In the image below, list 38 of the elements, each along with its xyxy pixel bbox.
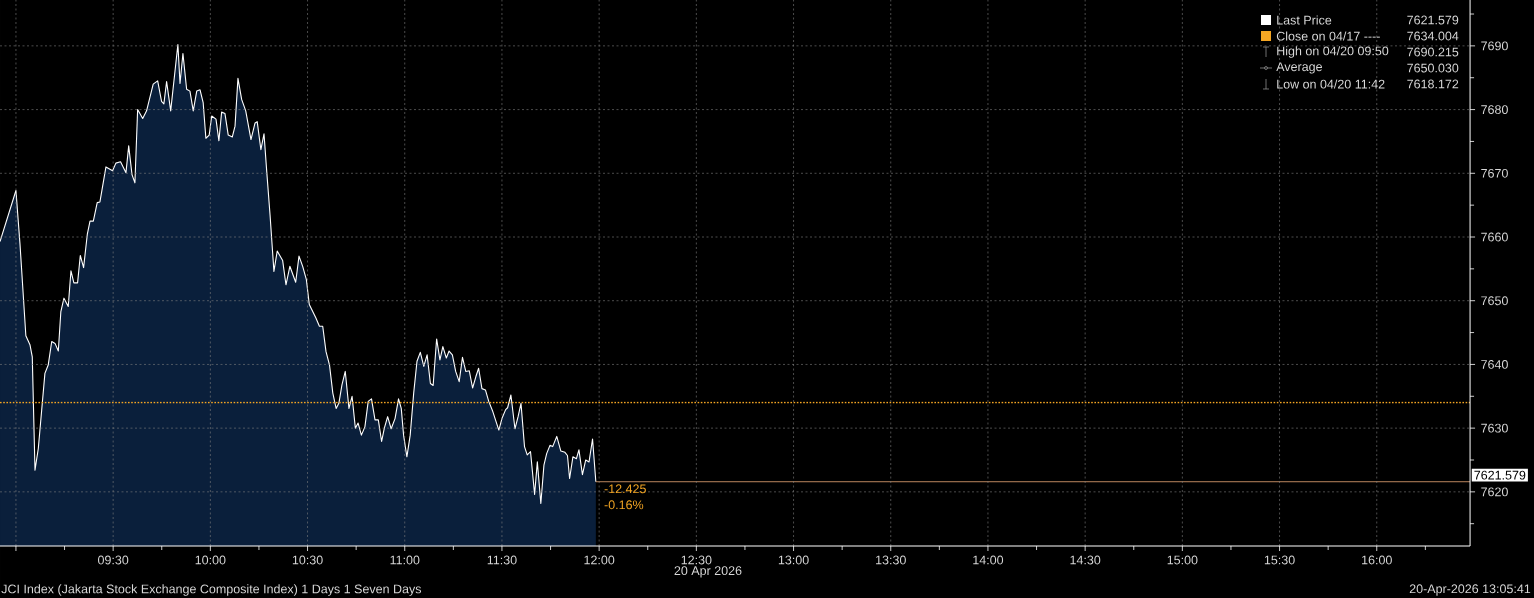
y-tick-label: 7690: [1481, 41, 1508, 51]
y-tick-label: 7620: [1481, 487, 1508, 497]
y-tick-label: 7670: [1481, 168, 1508, 178]
legend-label: Close on 04/17 ----: [1276, 31, 1380, 41]
annotation: -12.425: [604, 484, 646, 494]
annotation: Low on 04/20 11:42: [1277, 79, 1385, 89]
text: 20-Apr-2026 13:05:41: [1409, 584, 1531, 596]
ref-line-label: 7621.579: [1474, 470, 1526, 480]
x-tick-label: 09:30: [97, 555, 129, 565]
x-tick-label: 10:00: [195, 555, 226, 565]
y-tick-label: 7680: [1481, 105, 1508, 115]
annotation: High on 04/20 09:50: [1277, 46, 1389, 58]
annotation: Average: [1276, 62, 1322, 74]
y-tick-label: 7640: [1481, 360, 1508, 369]
x-tick-label: 14:30: [1070, 555, 1101, 565]
x-tick-label: 14:00: [973, 555, 1004, 565]
legend-label: Last Price: [1277, 15, 1332, 25]
x-tick-label: 13:00: [778, 555, 809, 565]
x-tick-label: 16:00: [1362, 555, 1392, 565]
x-tick-label: 12:30: [681, 555, 712, 565]
annotation: 7650.030: [1407, 63, 1459, 73]
annotation: 7634.004: [1407, 31, 1459, 41]
x-axis-title: 20 Apr 2026: [674, 566, 742, 578]
x-tick-label: 15:00: [1167, 555, 1198, 565]
x-tick-label: 10:30: [292, 555, 323, 565]
y-tick-label: 7650: [1481, 296, 1508, 306]
annotation: 7621.579: [1407, 15, 1459, 25]
x-tick-label: 13:30: [876, 555, 906, 565]
x-tick-label: 12:00: [584, 555, 615, 565]
text: JCI Index (Jakarta Stock Exchange Composite Index) 1 Days 1 Seven Days: [1, 584, 422, 596]
annotation: 7618.172: [1407, 79, 1459, 89]
annotation: 7690.215: [1407, 47, 1459, 57]
annotation: -0.16%: [604, 500, 644, 510]
x-tick-label: 15:30: [1264, 555, 1295, 565]
y-tick-label: 7630: [1481, 423, 1508, 433]
x-tick-label: 11:30: [487, 555, 517, 565]
x-tick-label: 11:00: [390, 555, 420, 565]
y-tick-label: 7660: [1481, 232, 1508, 242]
